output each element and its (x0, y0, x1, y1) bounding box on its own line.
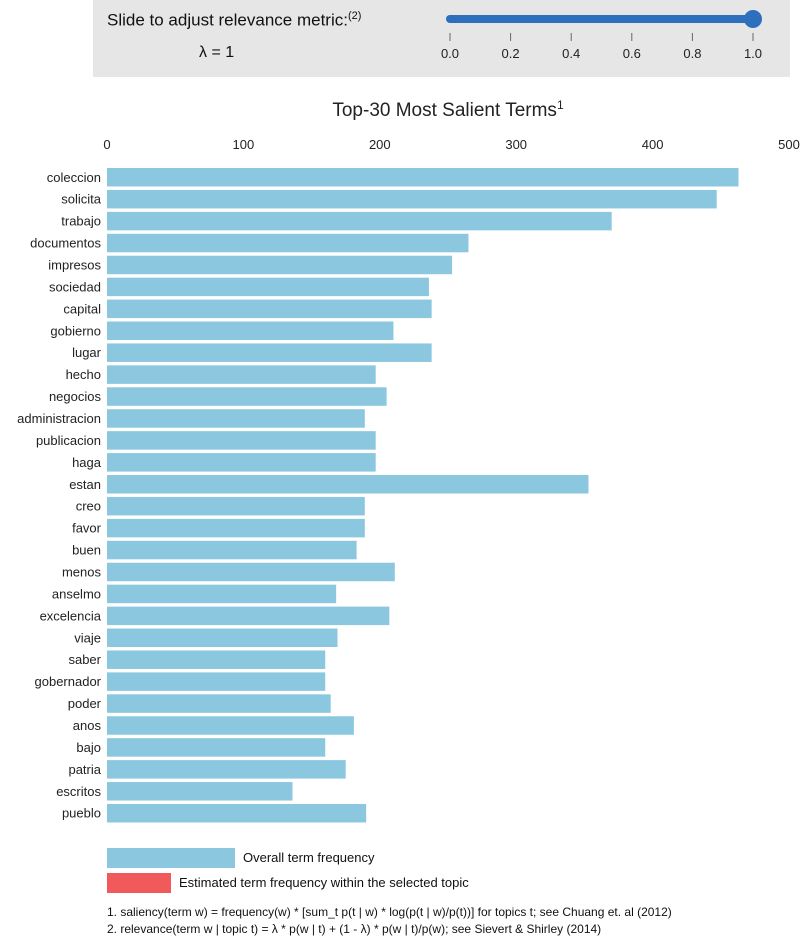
bar-menos (107, 562, 395, 582)
slider-label-text: Slide to adjust relevance metric: (107, 10, 348, 30)
y-tick-label: pueblo (62, 806, 101, 821)
chart-title-text: Top-30 Most Salient Terms (332, 100, 557, 121)
bar-hecho (107, 365, 376, 384)
y-tick-label: creo (76, 499, 101, 514)
bar-negocios (107, 387, 387, 406)
bar-gobernador (107, 672, 326, 691)
x-tick-label: 400 (642, 137, 664, 152)
y-tick-label: anos (73, 718, 102, 733)
y-tick-label: escritos (56, 784, 101, 799)
y-tick-label: gobierno (50, 323, 101, 338)
legend-label-overall: Overall term frequency (243, 850, 375, 865)
chart-title: Top-30 Most Salient Terms1 (332, 98, 564, 121)
chart-title-footnote: 1 (557, 98, 564, 112)
y-tick-label: solicita (61, 192, 102, 207)
y-tick-label: administracion (17, 411, 101, 426)
y-tick-label: haga (72, 455, 102, 470)
bar-saber (107, 650, 326, 669)
y-tick-label: menos (62, 564, 102, 579)
y-tick-label: viaje (74, 630, 101, 645)
slider-label: Slide to adjust relevance metric:(2) (107, 10, 361, 31)
bar-excelencia (107, 606, 390, 626)
bar-pueblo (107, 803, 367, 823)
bar-publicacion (107, 431, 376, 450)
bar-solicita (107, 189, 717, 209)
bar-lugar (107, 343, 432, 362)
bar-coleccion (107, 168, 739, 187)
bar-poder (107, 694, 331, 713)
bar-viaje (107, 628, 338, 648)
x-tick-label: 100 (233, 137, 255, 152)
bar-escritos (107, 782, 293, 801)
y-tick-label: hecho (66, 367, 101, 382)
bar-anselmo (107, 584, 337, 604)
bar-buen (107, 540, 357, 560)
legend-swatch-overall (107, 848, 235, 868)
y-tick-label: excelencia (40, 608, 102, 623)
y-tick-label: buen (72, 543, 101, 558)
y-tick-label: gobernador (35, 674, 102, 689)
slider-tick-label: 0.8 (683, 46, 701, 61)
x-tick-label: 500 (778, 137, 800, 152)
y-tick-label: coleccion (47, 170, 101, 185)
y-tick-label: negocios (49, 389, 102, 404)
x-tick-label: 300 (505, 137, 527, 152)
y-tick-label: trabajo (61, 214, 101, 229)
bar-estan (107, 475, 589, 494)
y-tick-label: anselmo (52, 586, 101, 601)
y-tick-label: lugar (72, 345, 102, 360)
y-tick-label: poder (68, 696, 102, 711)
slider-tick-label: 0.2 (502, 46, 520, 61)
y-tick-label: impresos (48, 257, 101, 272)
slider-tick-label: 0.4 (562, 46, 580, 61)
bar-favor (107, 518, 365, 538)
slider-tick-label: 0.6 (623, 46, 641, 61)
slider-label-footnote: (2) (347, 10, 362, 22)
slider-tick-label: 0.0 (441, 46, 459, 61)
bar-documentos (107, 233, 469, 253)
y-tick-label: sociedad (49, 279, 101, 294)
bar-impresos (107, 255, 453, 275)
footnote-relevance: 2. relevance(term w | topic t) = λ * p(w… (107, 922, 602, 936)
bar-administracion (107, 409, 365, 428)
lambda-value: λ = 1 (199, 44, 235, 61)
bar-capital (107, 299, 432, 319)
legend-label-topic: Estimated term frequency within the sele… (179, 875, 469, 890)
y-tick-label: patria (68, 762, 101, 777)
bar-gobierno (107, 321, 394, 341)
bar-creo (107, 496, 365, 516)
relevance-slider-panel: Slide to adjust relevance metric:(2) λ =… (93, 0, 790, 77)
bar-trabajo (107, 211, 612, 231)
y-tick-label: documentos (30, 236, 101, 251)
y-tick-label: estan (69, 477, 101, 492)
y-tick-label: publicacion (36, 433, 101, 448)
footnotes: 1. saliency(term w) = frequency(w) * [su… (107, 904, 672, 938)
y-tick-label: bajo (76, 740, 101, 755)
legend-swatch-topic (107, 873, 171, 893)
footnote-saliency: 1. saliency(term w) = frequency(w) * [su… (107, 905, 672, 919)
y-tick-label: capital (63, 301, 101, 316)
y-tick-label: favor (72, 521, 102, 536)
bar-sociedad (107, 277, 429, 297)
bar-bajo (107, 738, 326, 757)
bar-haga (107, 453, 376, 472)
slider-tick-label: 1.0 (744, 46, 762, 61)
bar-anos (107, 716, 354, 735)
x-tick-label: 0 (103, 137, 110, 152)
slider-thumb[interactable] (744, 10, 762, 28)
bar-patria (107, 760, 346, 779)
y-tick-label: saber (68, 652, 101, 667)
x-tick-label: 200 (369, 137, 391, 152)
